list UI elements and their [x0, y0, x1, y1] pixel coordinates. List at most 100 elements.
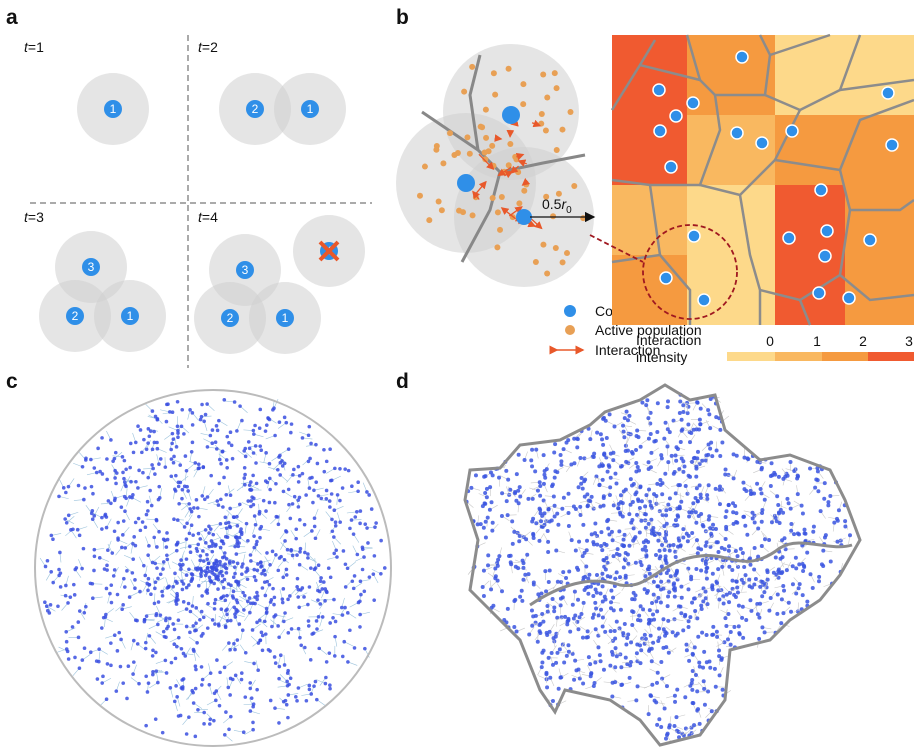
community-dot	[541, 619, 546, 624]
community-dot	[690, 530, 695, 535]
community-dot	[612, 424, 617, 429]
community-dot	[290, 502, 295, 506]
community-dot	[572, 589, 577, 594]
community-dot	[531, 535, 536, 540]
community-dot	[290, 553, 295, 558]
community-dot	[540, 612, 545, 617]
community-dot	[555, 650, 560, 655]
community-dot	[606, 517, 611, 522]
community-dot	[264, 611, 269, 615]
community-dot	[585, 492, 590, 497]
community-dot	[558, 675, 563, 680]
community-dot	[580, 635, 585, 640]
community-dot	[550, 698, 555, 703]
community-dot	[260, 633, 265, 638]
time-label: t=1	[24, 39, 44, 55]
community-dot	[538, 493, 543, 498]
community-dot	[553, 442, 558, 447]
community-dot	[302, 522, 307, 527]
community-dot	[178, 463, 183, 467]
community-dot	[161, 560, 166, 564]
community-dot	[746, 457, 751, 462]
community-dot	[199, 414, 204, 419]
community-dot	[693, 496, 698, 501]
community-dot	[667, 548, 672, 553]
community-dot	[297, 562, 302, 567]
heat-cell	[775, 185, 845, 255]
community-dot	[343, 562, 348, 567]
community-dot	[207, 524, 211, 529]
community-dot	[333, 524, 338, 528]
community-dot	[192, 506, 196, 510]
community-dot	[777, 520, 782, 525]
community-dot	[205, 402, 209, 406]
community-dot	[178, 562, 182, 567]
community-dot	[654, 680, 659, 685]
community-dot	[677, 467, 682, 472]
community-dot	[260, 648, 265, 653]
community-dot	[589, 532, 594, 537]
active-population	[516, 200, 523, 207]
community-dot	[705, 493, 710, 498]
community-dot	[566, 491, 571, 496]
community-dot	[71, 527, 75, 532]
community-dot	[566, 649, 571, 654]
community-dot	[735, 554, 740, 559]
community-dot	[485, 515, 490, 520]
community-dot	[541, 453, 546, 458]
community-dot	[643, 574, 648, 579]
community-dot	[320, 615, 325, 619]
community-dot	[679, 584, 684, 589]
community-dot	[175, 518, 180, 522]
community-dot	[801, 569, 806, 574]
community-dot	[251, 473, 255, 478]
community-dot	[306, 433, 311, 438]
community-dot	[316, 494, 321, 498]
community-dot	[625, 448, 630, 453]
community-dot	[163, 658, 168, 663]
community-dot	[145, 499, 150, 504]
community-dot	[251, 502, 256, 507]
community-dot	[92, 547, 97, 552]
community-dot	[56, 604, 60, 609]
community-dot	[540, 660, 545, 665]
community-dot	[194, 498, 199, 502]
community-dot	[786, 600, 791, 605]
community-dot	[228, 506, 232, 511]
community-dot	[142, 437, 146, 442]
community-dot	[514, 472, 519, 477]
community-dot	[160, 594, 165, 598]
community-dot	[251, 451, 256, 455]
community-dot	[259, 630, 264, 635]
community-dot	[333, 634, 337, 639]
community-dot	[673, 453, 678, 458]
community-dot	[692, 723, 697, 728]
community-dot	[196, 583, 201, 588]
community-dot	[698, 422, 703, 427]
community-dot	[256, 562, 260, 566]
community-dot	[737, 632, 742, 637]
community-dot	[484, 495, 489, 500]
community-dot	[121, 519, 126, 523]
community-dot	[343, 605, 347, 610]
community-dot	[690, 651, 695, 656]
community-dot	[536, 592, 541, 597]
community-dot	[343, 467, 347, 471]
active-population	[553, 85, 560, 92]
community-dot	[835, 539, 840, 544]
community-dot	[776, 502, 781, 507]
community-dot	[57, 567, 61, 572]
community-dot	[785, 496, 790, 501]
community-dot	[717, 597, 722, 602]
community-dot	[265, 551, 269, 555]
community-dot	[278, 473, 282, 477]
active-population	[482, 106, 489, 113]
community-dot	[505, 513, 510, 518]
community-dot	[655, 722, 660, 727]
community-dot	[696, 513, 701, 518]
community-dot	[768, 483, 773, 488]
community-dot	[578, 504, 583, 509]
community-dot	[601, 503, 606, 508]
community-dot	[637, 613, 642, 618]
